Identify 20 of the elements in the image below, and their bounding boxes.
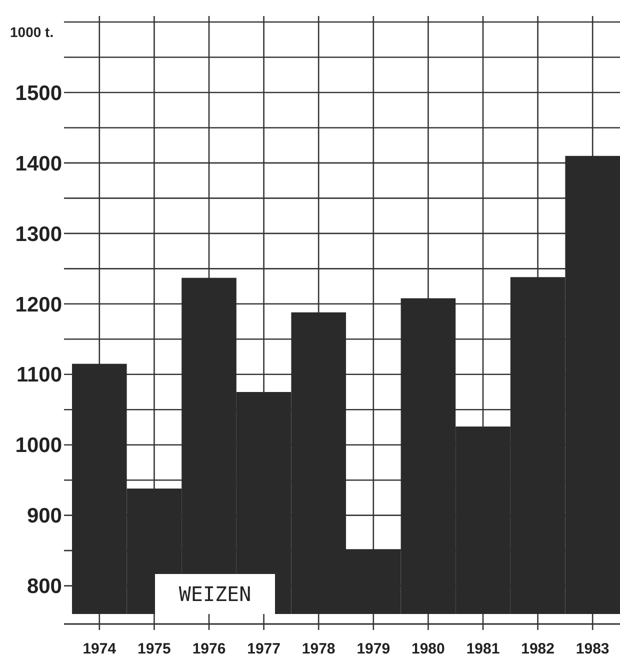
x-tick-label: 1974 [82,640,117,658]
y-tick-label: 1100 [16,364,62,387]
x-tick-label: 1976 [192,640,226,658]
x-tick-label: 1975 [138,640,171,658]
y-tick-label: 800 [26,575,62,598]
y-tick-label: 1000 [15,434,62,458]
x-tick-label: 1977 [247,640,280,658]
x-tick-label: 1979 [356,640,390,658]
y-tick-label: 1400 [15,152,62,176]
y-tick-label: 1500 [15,82,62,105]
x-tick-label: 1981 [466,640,500,658]
y-axis-title: 1000 t. [10,24,54,40]
y-tick-label: 900 [26,504,62,528]
x-tick-label: 1978 [302,640,336,658]
x-tick-label: 1980 [412,640,445,658]
x-tick-label: 1982 [521,640,554,658]
y-tick-label: 1300 [15,222,62,246]
y-tick-label: 1200 [15,293,62,316]
text: WEIZEN [178,582,252,606]
x-tick-label: 1983 [576,640,610,658]
